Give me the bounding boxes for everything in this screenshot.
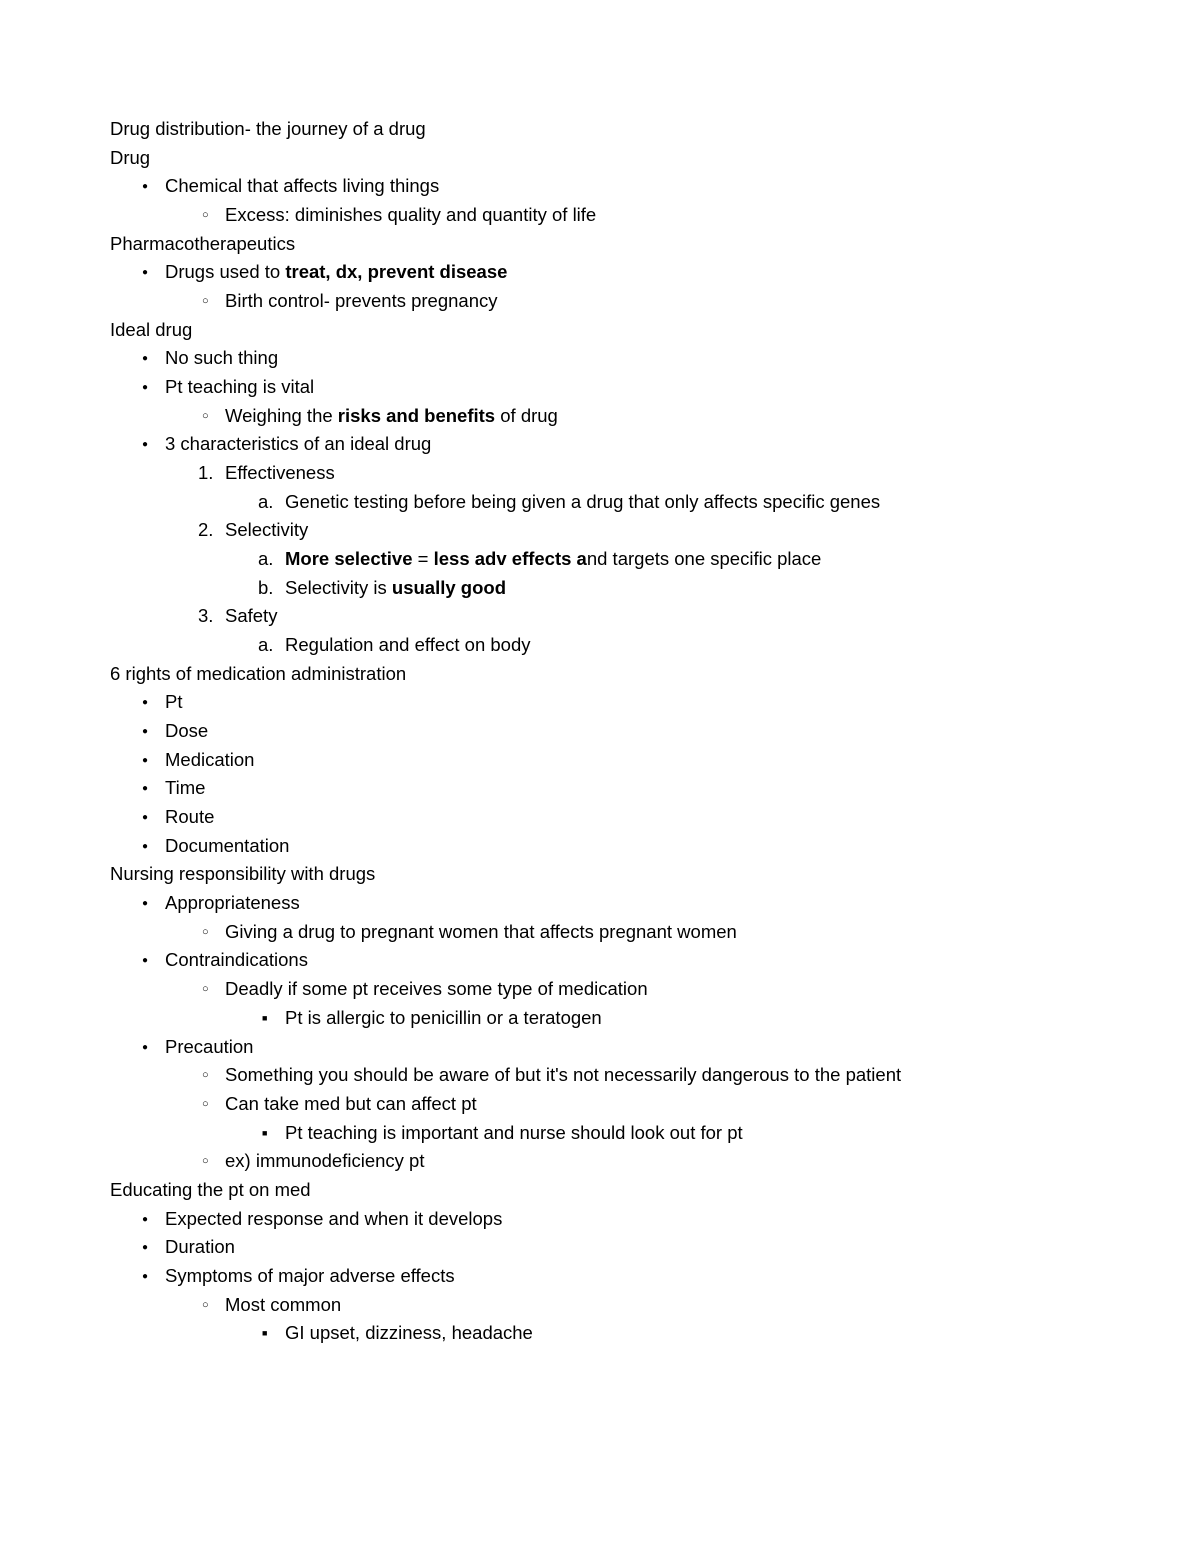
list-item: Expected response and when it develops [110,1205,1090,1234]
text: = [413,548,434,569]
alpha-marker: a. [258,488,273,517]
list-item: Appropriateness [110,889,1090,918]
text-bold: risks and benefits [338,405,495,426]
text: Regulation and effect on body [285,634,531,655]
list-item: Dose [110,717,1090,746]
list-item: GI upset, dizziness, headache [110,1319,1090,1348]
list-item: Chemical that affects living things [110,172,1090,201]
list-item: Drugs used to treat, dx, prevent disease [110,258,1090,287]
text-bold: treat, dx, prevent disease [285,261,507,282]
section-heading-educating: Educating the pt on med [110,1176,1090,1205]
list-item: Pt teaching is important and nurse shoul… [110,1119,1090,1148]
list-item: Documentation [110,832,1090,861]
list-item: Pt teaching is vital [110,373,1090,402]
section-heading-pharmaco: Pharmacotherapeutics [110,230,1090,259]
alpha-marker: a. [258,545,273,574]
list-item: Route [110,803,1090,832]
num-marker: 1. [198,459,213,488]
text: Selectivity is [285,577,392,598]
document-page: Drug distribution- the journey of a drug… [0,0,1200,1553]
list-item: Something you should be aware of but it'… [110,1061,1090,1090]
text: Safety [225,605,277,626]
list-item: a. Genetic testing before being given a d… [110,488,1090,517]
list-item: No such thing [110,344,1090,373]
section-heading-drug: Drug [110,144,1090,173]
alpha-marker: b. [258,574,273,603]
text-bold: usually good [392,577,506,598]
list-item: Symptoms of major adverse effects [110,1262,1090,1291]
text: Genetic testing before being given a dru… [285,491,880,512]
text: of drug [495,405,558,426]
list-item: Deadly if some pt receives some type of … [110,975,1090,1004]
list-item: a. More selective = less adv effects and … [110,545,1090,574]
text: Effectiveness [225,462,335,483]
list-item: Weighing the risks and benefits of drug [110,402,1090,431]
section-heading-nursing: Nursing responsibility with drugs [110,860,1090,889]
list-item: Pt is allergic to penicillin or a terato… [110,1004,1090,1033]
list-item: Medication [110,746,1090,775]
list-item: Contraindications [110,946,1090,975]
section-heading-ideal: Ideal drug [110,316,1090,345]
list-item: Can take med but can affect pt [110,1090,1090,1119]
list-item: Pt [110,688,1090,717]
text: Drugs used to [165,261,285,282]
text: Weighing the [225,405,338,426]
list-item: Giving a drug to pregnant women that aff… [110,918,1090,947]
list-item: 1. Effectiveness [110,459,1090,488]
text: nd targets one specific place [587,548,821,569]
section-heading-rights: 6 rights of medication administration [110,660,1090,689]
list-item: 3. Safety [110,602,1090,631]
list-item: Birth control- prevents pregnancy [110,287,1090,316]
list-item: 2. Selectivity [110,516,1090,545]
list-item: Precaution [110,1033,1090,1062]
list-item: 3 characteristics of an ideal drug [110,430,1090,459]
list-item: Excess: diminishes quality and quantity … [110,201,1090,230]
list-item: a. Regulation and effect on body [110,631,1090,660]
alpha-marker: a. [258,631,273,660]
text: Selectivity [225,519,308,540]
num-marker: 2. [198,516,213,545]
list-item: ex) immunodeficiency pt [110,1147,1090,1176]
num-marker: 3. [198,602,213,631]
page-title: Drug distribution- the journey of a drug [110,115,1090,144]
list-item: Most common [110,1291,1090,1320]
text-bold: less adv effects a [434,548,587,569]
text-bold: More selective [285,548,413,569]
list-item: Duration [110,1233,1090,1262]
list-item: b. Selectivity is usually good [110,574,1090,603]
list-item: Time [110,774,1090,803]
